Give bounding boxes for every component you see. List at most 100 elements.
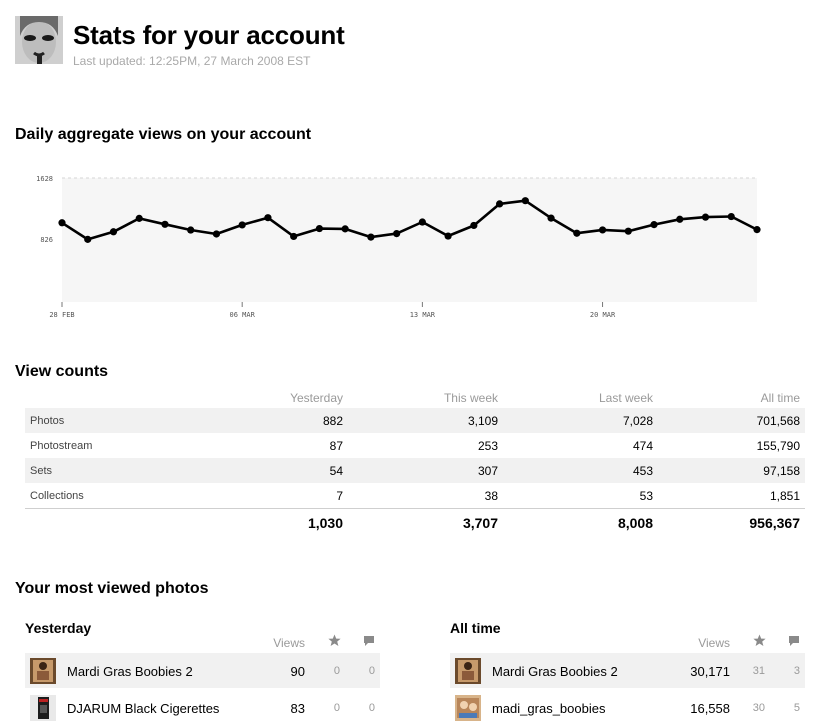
data-point xyxy=(109,228,118,236)
daily-views-chart: 826 1628 28 FEB 06 MAR 13 MAR 20 MAR xyxy=(36,175,761,319)
chart-heading: Daily aggregate views on your account xyxy=(15,126,312,143)
view-counts-heading: View counts xyxy=(15,363,109,380)
data-point xyxy=(187,226,195,234)
photo-comments: 5 xyxy=(793,702,800,714)
total-this-week: 3,707 xyxy=(348,508,503,537)
cell-value: 453 xyxy=(503,458,658,483)
counts-row-photostream: Photostream 87 253 474 155,790 xyxy=(25,433,805,458)
x-tick-label: 20 MAR xyxy=(590,311,616,319)
counts-row-photos: Photos 882 3,109 7,028 701,568 xyxy=(25,408,805,433)
photo-favorites: 30 xyxy=(752,702,765,714)
cell-value: 7 xyxy=(336,488,343,503)
col-yesterday: Yesterday xyxy=(290,391,343,405)
cell-value: 97,158 xyxy=(658,458,805,483)
photo-comments: 0 xyxy=(368,702,375,714)
data-point xyxy=(727,212,735,221)
data-point xyxy=(598,226,607,234)
photo-favorites: 0 xyxy=(333,702,340,714)
row-label: Photos xyxy=(25,408,193,433)
avatar-image xyxy=(15,16,63,64)
totals-blank xyxy=(25,508,193,537)
total-yesterday: 1,030 xyxy=(193,508,348,537)
y-tick-label: 826 xyxy=(40,236,53,244)
cell-value: 701,568 xyxy=(658,408,805,433)
data-point xyxy=(238,221,246,229)
cell-value: 54 xyxy=(193,458,348,483)
data-point xyxy=(341,225,349,233)
counts-header-row: Yesterday This week Last week All time xyxy=(25,388,805,408)
photo-views: 83 xyxy=(290,701,305,716)
photo-comments: 3 xyxy=(793,665,800,677)
total-all-time: 956,367 xyxy=(658,508,805,537)
data-point xyxy=(315,224,324,233)
yesterday-photo-row[interactable]: DJARUM Black Cigerettes 83 0 0 xyxy=(25,690,380,725)
col-this-week: This week xyxy=(443,391,498,405)
cell-value: 38 xyxy=(484,488,498,503)
cell-value: 7,028 xyxy=(503,408,658,433)
photo-title-link[interactable]: Mardi Gras Boobies 2 xyxy=(492,664,618,679)
counts-row-collections: Collections 7 38 53 1,851 xyxy=(25,483,805,509)
data-point xyxy=(573,229,581,237)
photo-favorites: 0 xyxy=(333,665,340,677)
avatar[interactable] xyxy=(15,16,63,64)
cell-value: 474 xyxy=(632,438,653,453)
cell-value: 882 xyxy=(193,408,348,433)
x-tick-label: 06 MAR xyxy=(230,311,256,319)
data-point xyxy=(212,230,221,238)
col-all-time: All time xyxy=(760,391,800,405)
photo-title-link[interactable]: Mardi Gras Boobies 2 xyxy=(67,664,193,679)
favorites-star-icon xyxy=(328,634,341,646)
col-last-week: Last week xyxy=(598,391,653,405)
photo-thumbnail[interactable] xyxy=(455,695,481,721)
cell-value: 253 xyxy=(477,438,498,453)
series-line xyxy=(61,199,758,241)
data-point xyxy=(495,200,504,208)
data-point xyxy=(521,197,529,205)
photo-thumbnail[interactable] xyxy=(455,658,481,684)
photo-views: 16,558 xyxy=(690,701,730,716)
cell-value: 53 xyxy=(639,488,653,503)
alltime-photo-row[interactable]: Mardi Gras Boobies 2 30,171 31 3 xyxy=(450,653,805,688)
comments-icon xyxy=(789,636,799,646)
y-tick-label: 1628 xyxy=(36,175,53,183)
data-point xyxy=(135,214,143,222)
alltime-photo-row[interactable]: madi_gras_boobies 16,558 30 5 xyxy=(450,690,805,725)
row-label: Collections xyxy=(30,489,84,502)
data-point xyxy=(624,227,632,235)
view-counts-table: Yesterday This week Last week All time P… xyxy=(25,388,805,537)
data-point xyxy=(547,214,555,222)
photo-thumbnail[interactable] xyxy=(30,695,56,721)
photo-comments: 0 xyxy=(368,665,375,677)
photo-views: 90 xyxy=(290,664,305,679)
cell-value: 3,109 xyxy=(348,408,503,433)
cell-value: 87 xyxy=(329,438,343,453)
photo-favorites: 31 xyxy=(752,665,765,677)
data-point xyxy=(264,214,272,222)
x-tick-label: 28 FEB xyxy=(49,311,74,319)
x-tick-label: 13 MAR xyxy=(410,311,436,319)
cell-value: 155,790 xyxy=(756,438,800,453)
data-point xyxy=(701,213,710,221)
cell-value: 307 xyxy=(348,458,503,483)
data-point xyxy=(367,233,375,241)
photo-title-link[interactable]: madi_gras_boobies xyxy=(492,701,606,716)
views-column-header: Views xyxy=(698,636,730,650)
yesterday-photo-row[interactable]: Mardi Gras Boobies 2 90 0 0 xyxy=(25,653,380,688)
row-label: Sets xyxy=(25,458,193,483)
total-last-week: 8,008 xyxy=(503,508,658,537)
page-title: Stats for your account xyxy=(73,20,345,50)
counts-header-blank xyxy=(25,388,193,408)
data-point xyxy=(418,218,426,226)
row-label: Photostream xyxy=(30,439,93,452)
data-point xyxy=(290,232,298,241)
cell-value: 1,851 xyxy=(769,488,800,503)
data-point xyxy=(444,232,452,240)
most-viewed-heading: Your most viewed photos xyxy=(15,580,209,597)
data-point xyxy=(393,230,401,238)
photo-views: 30,171 xyxy=(690,664,730,679)
data-point xyxy=(84,235,92,243)
counts-totals-row: 1,030 3,707 8,008 956,367 xyxy=(25,508,805,537)
data-point xyxy=(470,221,478,230)
photo-thumbnail[interactable] xyxy=(30,658,56,684)
photo-title-link[interactable]: DJARUM Black Cigerettes xyxy=(67,701,220,716)
